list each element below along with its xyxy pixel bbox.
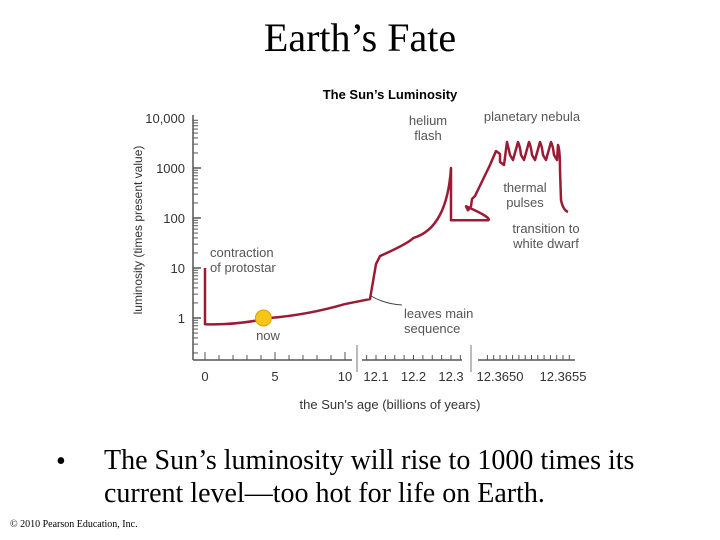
- annotation-line: planetary nebula: [484, 109, 581, 124]
- x-tick-label: 12.3650: [477, 369, 524, 384]
- y-tick-label: 10: [171, 261, 185, 276]
- annotation-label: now: [256, 328, 280, 343]
- chart-title: The Sun’s Luminosity: [323, 87, 458, 102]
- x-tick-label: 5: [271, 369, 278, 384]
- annotation-label: contraction of protostar: [210, 245, 276, 275]
- bullet-symbol: •: [56, 446, 66, 477]
- y-tick-label: 1000: [156, 161, 185, 176]
- x-tick-label: 12.2: [401, 369, 426, 384]
- annotation-line: pulses: [506, 195, 544, 210]
- luminosity-curve: [203, 140, 569, 326]
- y-axis-label: luminosity (times present value): [131, 146, 145, 315]
- annotation-line: sequence: [404, 321, 460, 336]
- leaves-main-sequence-leader: [370, 295, 403, 306]
- x-tick-label: 10: [338, 369, 352, 384]
- annotation-label: helium flash: [409, 113, 447, 143]
- y-tick-label: 100: [163, 211, 185, 226]
- x-axis-label: the Sun's age (billions of years): [300, 397, 481, 412]
- annotation-line: leaves main: [404, 306, 473, 321]
- annotation-line: transition to: [512, 221, 579, 236]
- annotation-line: now: [256, 328, 280, 343]
- annotation-label: leaves main sequence: [404, 306, 473, 336]
- slide-title: Earth’s Fate: [263, 15, 457, 60]
- annotation-line: helium: [409, 113, 447, 128]
- annotation-label: planetary nebula: [484, 109, 581, 124]
- x-tick-label: 0: [201, 369, 208, 384]
- now-marker: [254, 309, 272, 327]
- x-tick-label: 12.3: [438, 369, 463, 384]
- annotation-line: thermal: [503, 180, 546, 195]
- copyright-notice: © 2010 Pearson Education, Inc.: [10, 519, 138, 530]
- annotation-line: of protostar: [210, 260, 276, 275]
- annotation-label: thermal pulses: [503, 180, 546, 210]
- x-tick-label: 12.1: [363, 369, 388, 384]
- annotation-label: transition to white dwarf: [512, 221, 579, 251]
- annotation-line: contraction: [210, 245, 274, 260]
- annotation-line: white dwarf: [512, 236, 579, 251]
- y-tick-label: 1: [178, 311, 185, 326]
- x-tick-label: 12.3655: [540, 369, 587, 384]
- annotation-line: flash: [414, 128, 441, 143]
- y-tick-label: 10,000: [145, 111, 185, 126]
- bullet-text: The Sun’s luminosity will rise to 1000 t…: [104, 445, 635, 509]
